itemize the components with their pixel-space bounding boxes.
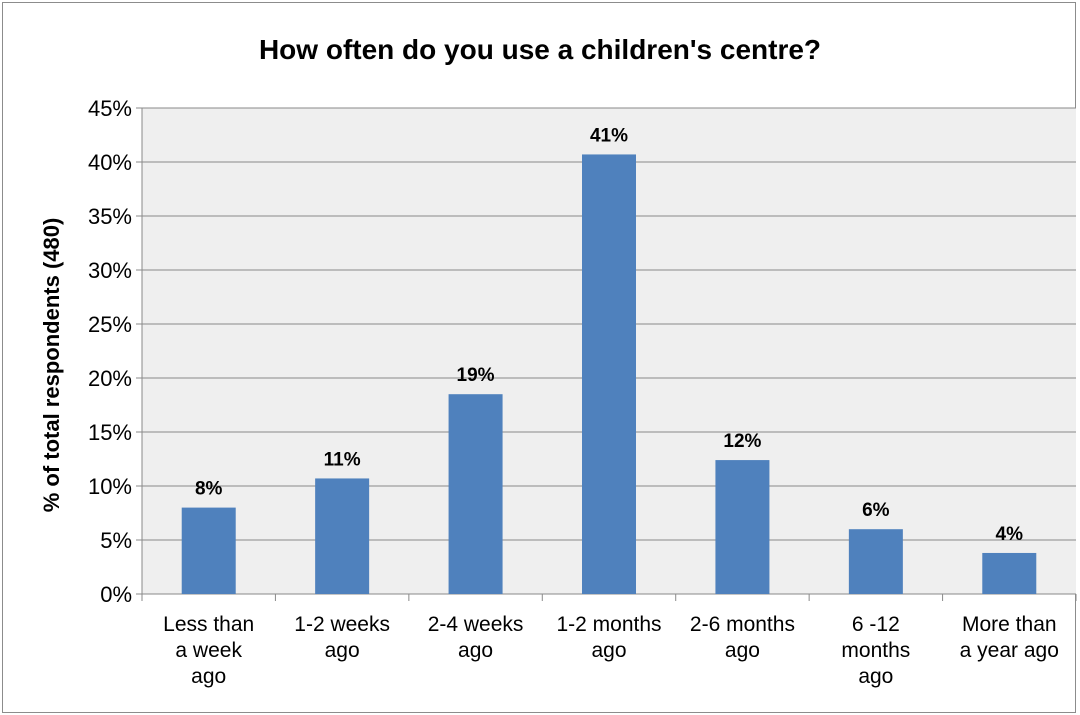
chart-title: How often do you use a children's centre… — [258, 34, 822, 65]
bar — [448, 394, 503, 594]
bar — [582, 154, 636, 594]
y-tick-label: 25% — [88, 312, 132, 337]
x-tick-label: Less than a week ago — [163, 613, 255, 688]
data-label: 12% — [723, 431, 761, 452]
x-tick-label: 2-4 weeks ago — [427, 613, 524, 662]
y-tick-label: 0% — [100, 582, 132, 607]
bar — [181, 507, 236, 594]
y-tick-label: 45% — [88, 96, 132, 121]
x-tick-label: 1-2 months ago — [556, 613, 662, 662]
bar — [315, 478, 370, 594]
x-tick-label: 2-6 months ago — [689, 613, 795, 662]
data-label: 19% — [457, 365, 495, 386]
bar — [982, 552, 1037, 594]
y-tick-label: 35% — [88, 204, 132, 229]
y-tick-label: 10% — [88, 474, 132, 499]
bar — [715, 460, 770, 594]
y-tick-label: 40% — [88, 150, 132, 175]
y-tick-label: 15% — [88, 420, 132, 445]
data-label: 8% — [195, 479, 223, 500]
data-label: 4% — [996, 524, 1024, 545]
data-label: 41% — [590, 125, 628, 146]
data-label: 6% — [862, 500, 890, 521]
bar — [848, 529, 903, 594]
x-tick-label: 6 -12 months ago — [841, 613, 911, 688]
x-tick-label: 1-2 weeks ago — [294, 613, 390, 662]
x-tick-label: More than a year ago — [959, 613, 1059, 662]
y-tick-label: 20% — [88, 366, 132, 391]
y-tick-label: 30% — [88, 258, 132, 283]
data-label: 11% — [324, 449, 361, 470]
y-tick-label: 5% — [100, 528, 132, 553]
